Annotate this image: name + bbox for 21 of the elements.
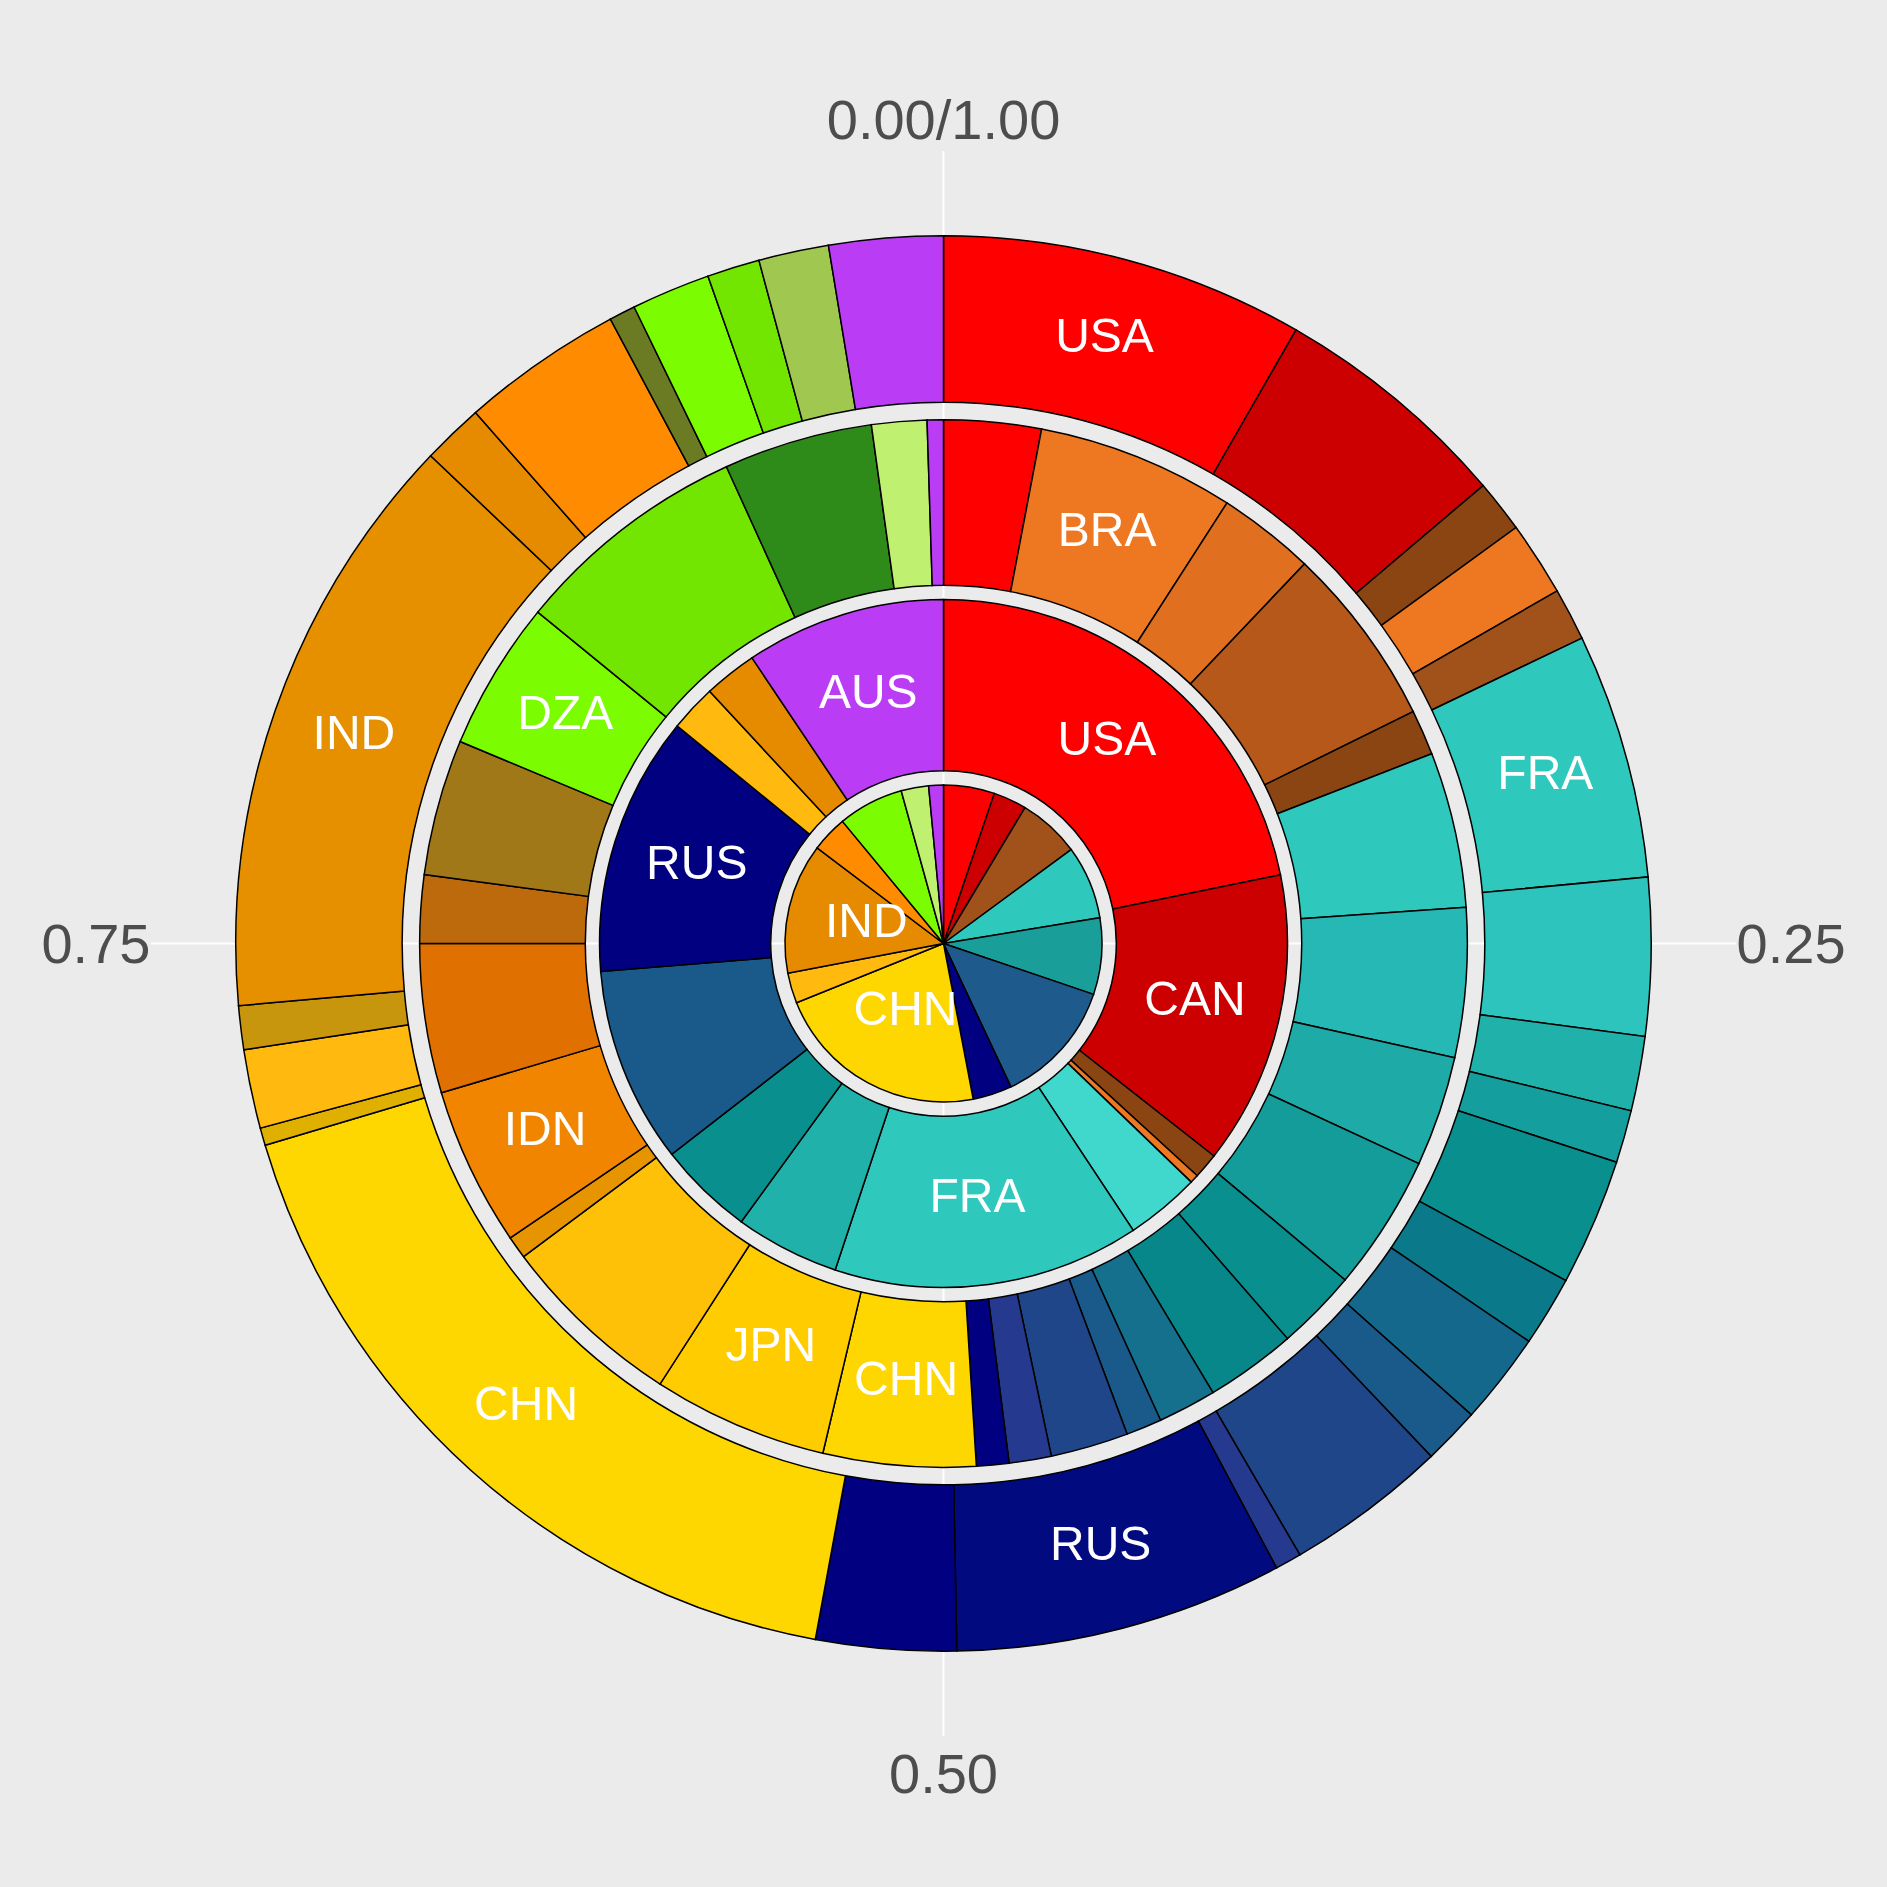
text: 0.25 <box>1736 912 1846 976</box>
text: 0.00/1.00 <box>826 88 1061 152</box>
slice-label: AUS <box>818 665 918 719</box>
slice-label: RUS <box>646 835 748 889</box>
slice-label: USA <box>1057 712 1157 766</box>
text: 0.75 <box>41 912 151 976</box>
slice-label: IND <box>312 706 396 760</box>
slice-label: CAN <box>1144 972 1246 1026</box>
slice-label: JPN <box>725 1318 817 1372</box>
text: 0.50 <box>889 1741 998 1805</box>
slice-label: CHN <box>853 982 958 1036</box>
slice-label: RUS <box>1050 1516 1152 1570</box>
slice-label: IND <box>824 894 908 948</box>
slice-label: DZA <box>517 685 614 739</box>
slice-label: CHN <box>854 1351 959 1405</box>
slice-label: FRA <box>929 1168 1026 1222</box>
slice-label: CHN <box>474 1377 579 1431</box>
slice-label: FRA <box>1497 745 1594 799</box>
slice-label: BRA <box>1057 502 1157 556</box>
slice-label: USA <box>1055 309 1154 363</box>
slice-label: IDN <box>503 1101 587 1155</box>
